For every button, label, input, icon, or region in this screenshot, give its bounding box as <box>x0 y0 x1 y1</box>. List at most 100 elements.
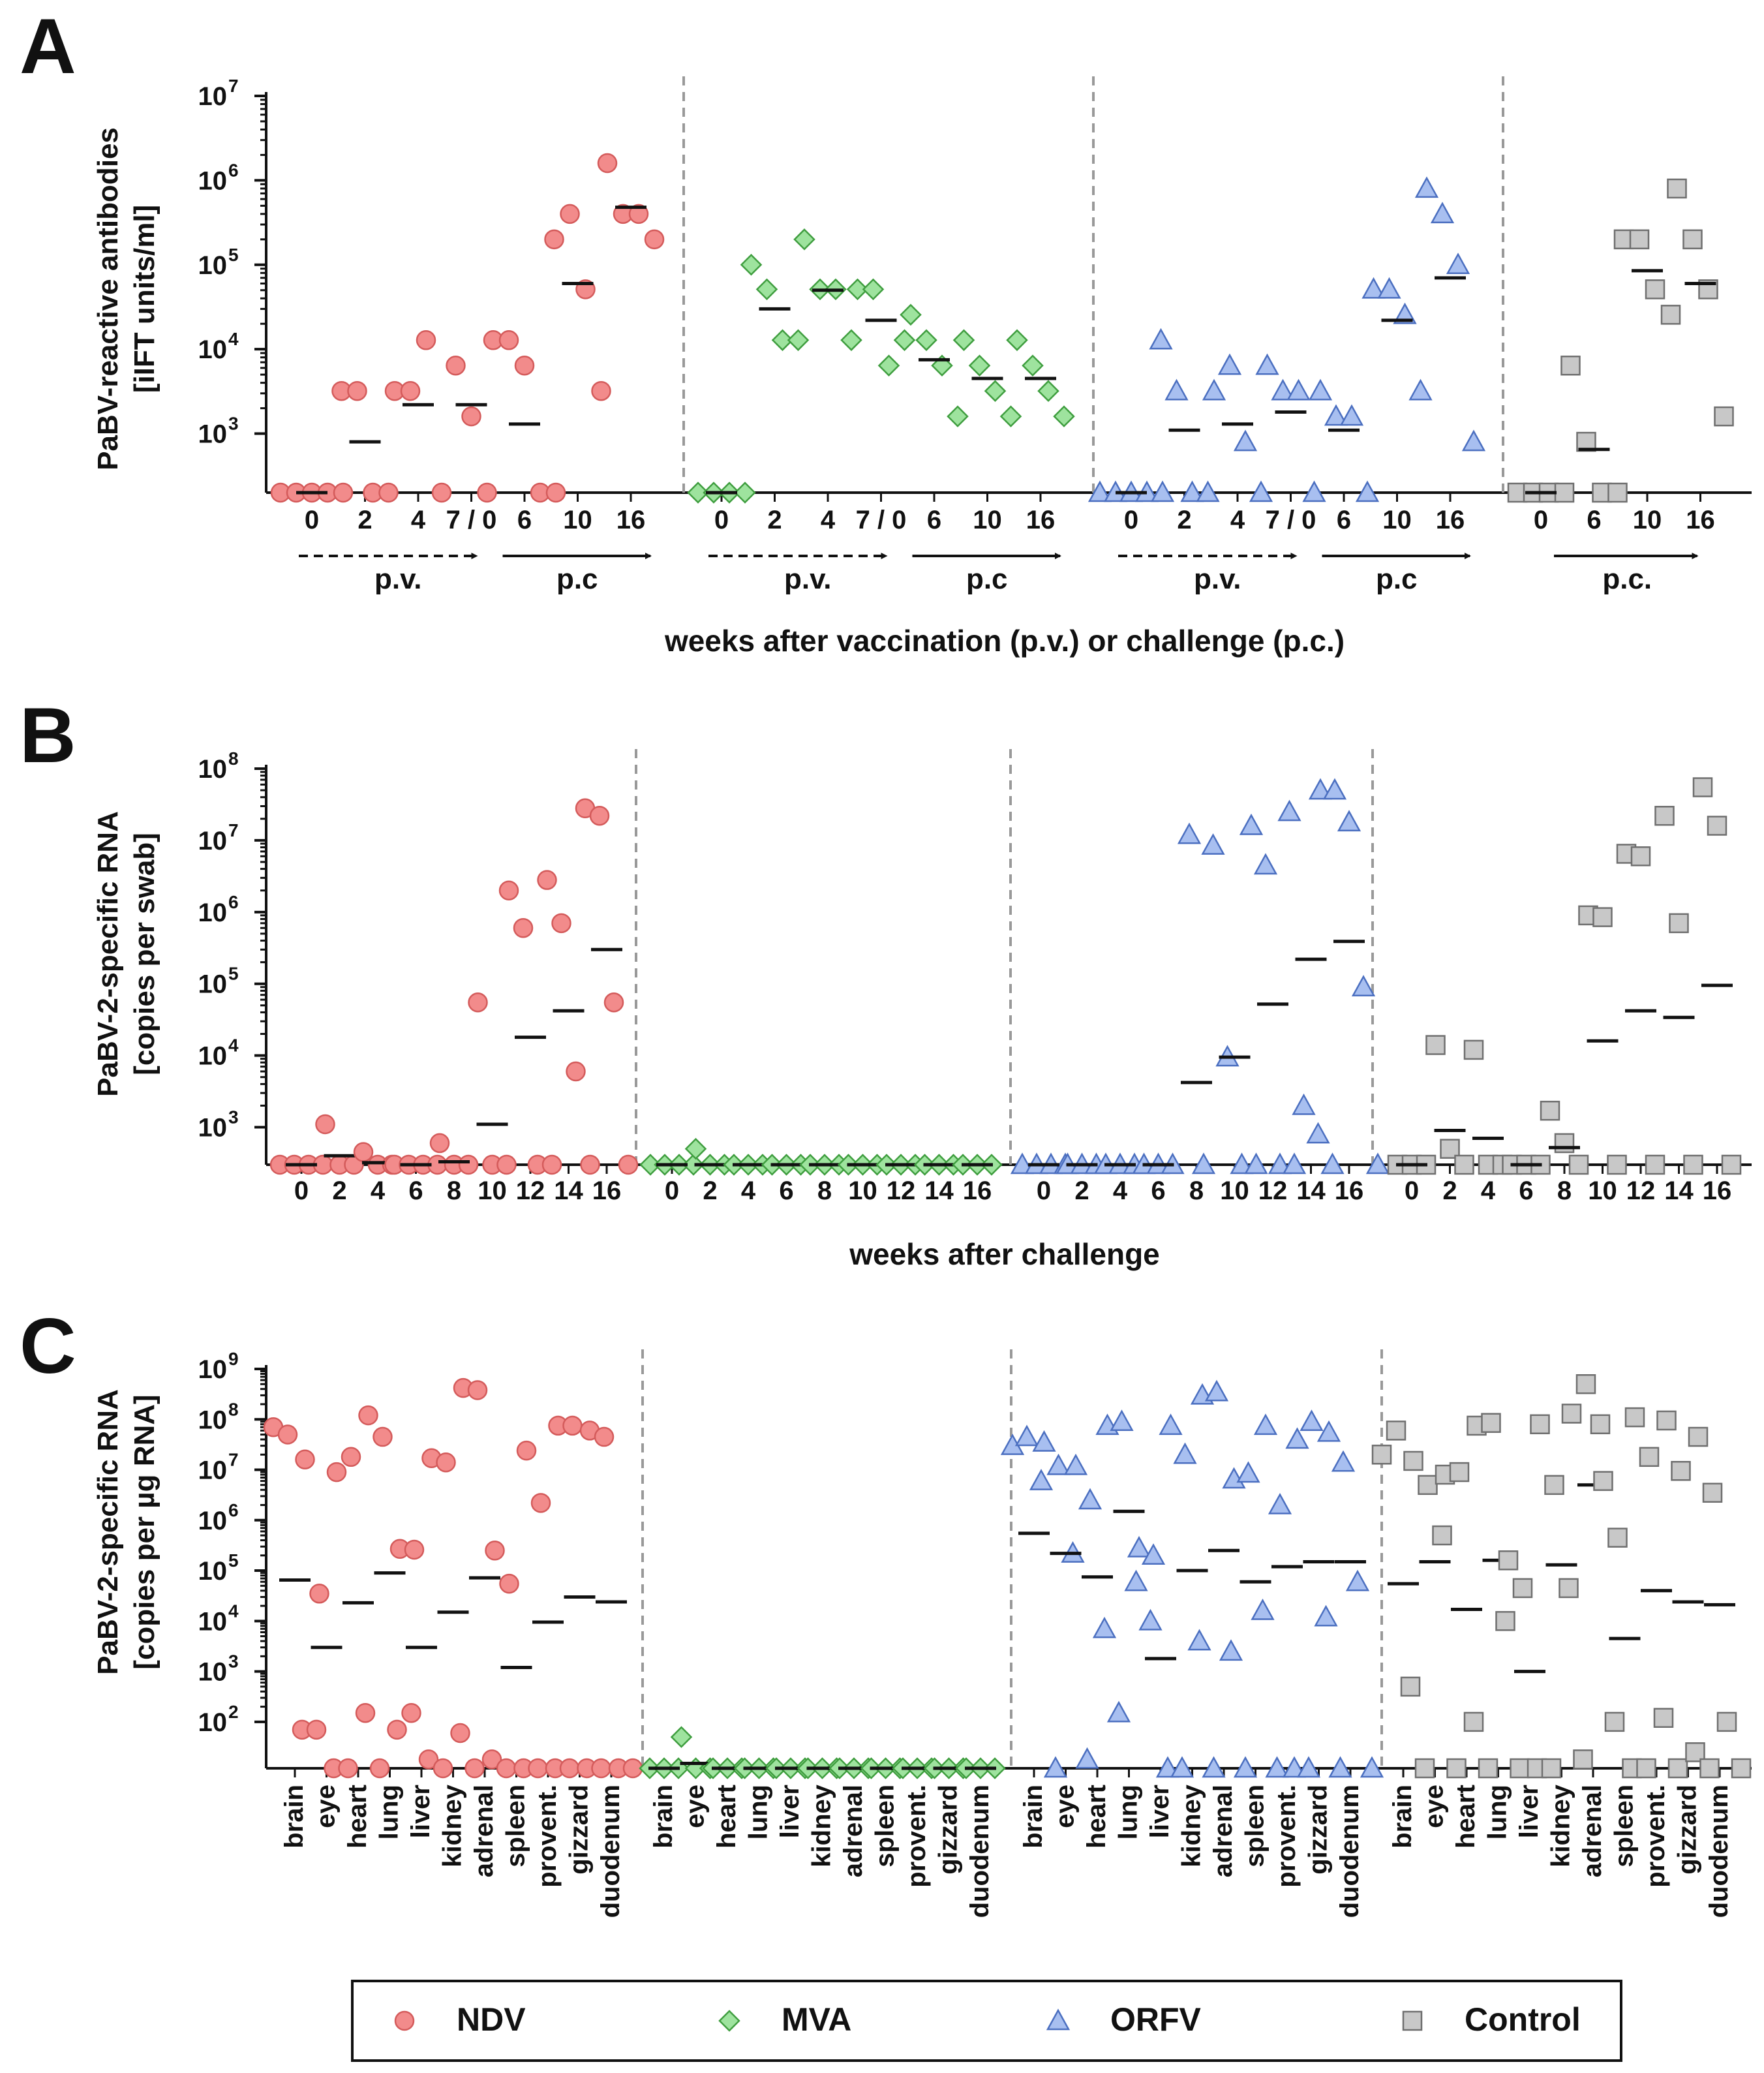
data-point <box>1219 1639 1243 1661</box>
data-point <box>1478 1758 1498 1779</box>
data-point <box>1173 1442 1197 1464</box>
data-point <box>1667 1758 1688 1779</box>
data-point <box>1559 1578 1579 1599</box>
data-point <box>1180 480 1204 502</box>
data-point <box>1202 1756 1226 1778</box>
x-tick-label: kidney <box>808 1784 836 1867</box>
x-tick-label: 12 <box>1258 1176 1288 1205</box>
legend-label: Control <box>1465 2001 1581 2038</box>
panel-c-ylabel: PaBV-2-specific RNA [copies per µg RNA] <box>92 1389 160 1675</box>
data-point <box>481 1749 502 1770</box>
data-point <box>1495 1611 1515 1631</box>
data-point <box>1236 1461 1260 1483</box>
data-point <box>1177 822 1202 844</box>
data-point <box>1449 1462 1470 1482</box>
y-tick-exponent: 3 <box>228 1651 239 1672</box>
data-point <box>461 406 481 427</box>
data-point <box>401 1702 421 1723</box>
data-point <box>355 1702 376 1723</box>
data-point <box>1593 1471 1613 1491</box>
x-tick-label: 8 <box>447 1176 461 1205</box>
y-tick-label: 10 <box>198 827 228 855</box>
data-point <box>1540 1100 1560 1121</box>
data-point <box>1660 305 1681 325</box>
x-tick-label: liver <box>776 1785 804 1838</box>
data-point <box>1285 1427 1309 1449</box>
x-tick-label: lung <box>1114 1785 1143 1839</box>
data-point <box>846 278 869 301</box>
x-tick-label: 2 <box>703 1176 717 1205</box>
x-tick-label: 10 <box>563 506 592 534</box>
data-point <box>477 482 497 503</box>
x-tick-label: 6 <box>1151 1176 1165 1205</box>
data-point <box>387 1719 407 1740</box>
x-tick-label: 6 <box>779 1176 793 1205</box>
data-point <box>1282 1756 1307 1778</box>
data-point <box>1046 1453 1071 1475</box>
data-point <box>1292 1093 1316 1115</box>
data-point <box>431 482 452 503</box>
x-tick-label: duodenum <box>596 1785 625 1918</box>
data-point <box>1685 1742 1705 1762</box>
data-point <box>1149 328 1173 350</box>
data-point <box>1645 1154 1665 1175</box>
data-point <box>999 405 1022 427</box>
y-tick-exponent: 6 <box>228 160 239 180</box>
data-point <box>1702 1482 1723 1503</box>
x-tick-label: eye <box>1051 1785 1080 1828</box>
data-point <box>1408 378 1433 401</box>
legend-box <box>351 1980 1622 2062</box>
data-point <box>1377 277 1401 299</box>
data-point <box>458 1154 479 1175</box>
data-point <box>347 380 367 401</box>
data-point <box>1345 1569 1370 1591</box>
data-point <box>551 913 571 934</box>
data-point <box>566 1061 586 1082</box>
data-point <box>580 1154 600 1175</box>
data-point <box>1063 1453 1088 1475</box>
data-point <box>1714 406 1734 427</box>
legend-item-orfv: ORFV <box>1046 2001 1202 2038</box>
panel-b-xlabel: weeks after challenge <box>849 1237 1160 1271</box>
panel-c-ylabel-line2: [copies per µg RNA] <box>129 1394 160 1669</box>
legend-marker <box>1402 2010 1423 2031</box>
data-point <box>1554 482 1575 503</box>
data-point <box>1560 355 1581 376</box>
data-point <box>1590 1414 1611 1435</box>
panel-letter-a: A <box>20 3 76 90</box>
data-point <box>373 1426 393 1447</box>
y-tick-exponent: 4 <box>228 329 239 349</box>
data-point <box>1656 1410 1677 1431</box>
x-tick-label: 4 <box>371 1176 386 1205</box>
data-point <box>1414 176 1439 198</box>
data-point <box>1604 1712 1625 1732</box>
x-tick-label: eye <box>681 1785 710 1828</box>
x-tick-label: 4 <box>1230 506 1245 534</box>
x-tick-label: 10 <box>1220 1176 1249 1205</box>
data-point <box>1630 846 1651 867</box>
x-tick-label: 10 <box>1382 506 1412 534</box>
data-point <box>544 229 564 250</box>
y-tick-exponent: 7 <box>228 76 239 96</box>
panel-a-plot: 10 310 410 510 610 70 2 4 7 / 0 6 10 16p.v. p.c0 2 4 7 … <box>198 76 1752 595</box>
data-point <box>1308 778 1333 800</box>
x-tick-label: liver <box>406 1785 435 1838</box>
y-tick-exponent: 9 <box>228 1349 239 1369</box>
data-point <box>1371 1445 1392 1465</box>
data-point <box>1568 1154 1589 1175</box>
x-tick-label: 16 <box>1026 506 1056 534</box>
data-point <box>1233 429 1258 452</box>
pc-label: p.c <box>966 563 1008 595</box>
x-tick-label: kidney <box>1547 1784 1575 1867</box>
x-tick-label: 0 <box>1534 506 1548 534</box>
data-point <box>516 1440 537 1461</box>
data-point <box>1296 1756 1321 1778</box>
data-point <box>1592 907 1613 927</box>
data-point <box>1164 378 1189 401</box>
y-tick-label: 10 <box>198 166 228 195</box>
data-point <box>541 1154 562 1175</box>
data-point <box>1607 482 1628 503</box>
data-point <box>1403 1451 1423 1471</box>
